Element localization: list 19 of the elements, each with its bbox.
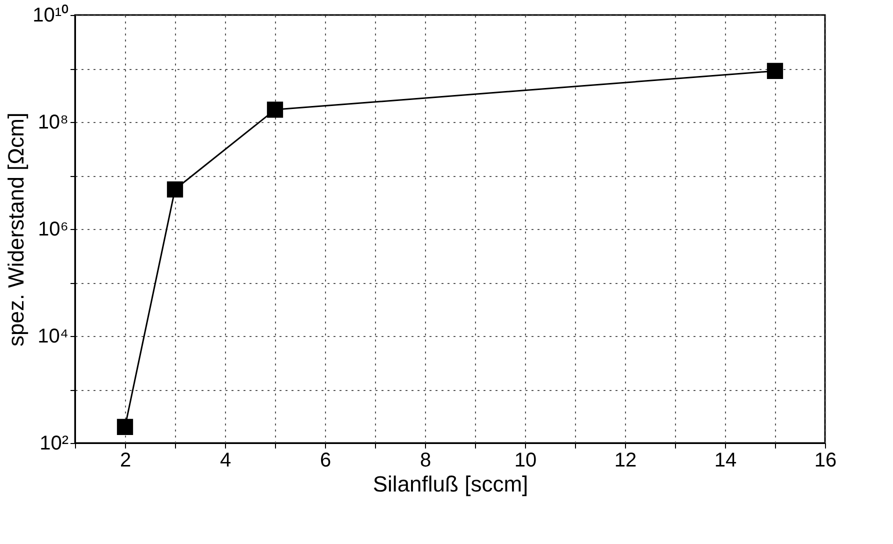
y-tick-label: 10⁸ — [38, 112, 68, 134]
x-tick-label: 8 — [420, 450, 432, 472]
x-tick-label: 16 — [814, 450, 837, 472]
x-axis-title: Silanfluß [sccm] — [372, 472, 528, 496]
x-tick-label: 10 — [514, 450, 537, 472]
x-tick-label: 14 — [714, 450, 737, 472]
x-tick-label: 6 — [320, 450, 332, 472]
point — [766, 62, 784, 80]
point — [166, 181, 184, 198]
y-axis-title: spez. Widerstand [Ωcm] — [4, 112, 29, 347]
point — [266, 102, 284, 118]
y-tick-label: 10¹⁰ — [32, 4, 68, 26]
point — [116, 418, 134, 435]
y-tick-label: 10⁴ — [38, 326, 68, 348]
y-tick-label: 10⁶ — [38, 218, 68, 240]
x-tick-label: 12 — [614, 450, 637, 472]
y-tick-label: 10² — [40, 432, 69, 454]
x-tick-label: 2 — [120, 450, 132, 472]
x-tick-label: 4 — [220, 450, 232, 472]
